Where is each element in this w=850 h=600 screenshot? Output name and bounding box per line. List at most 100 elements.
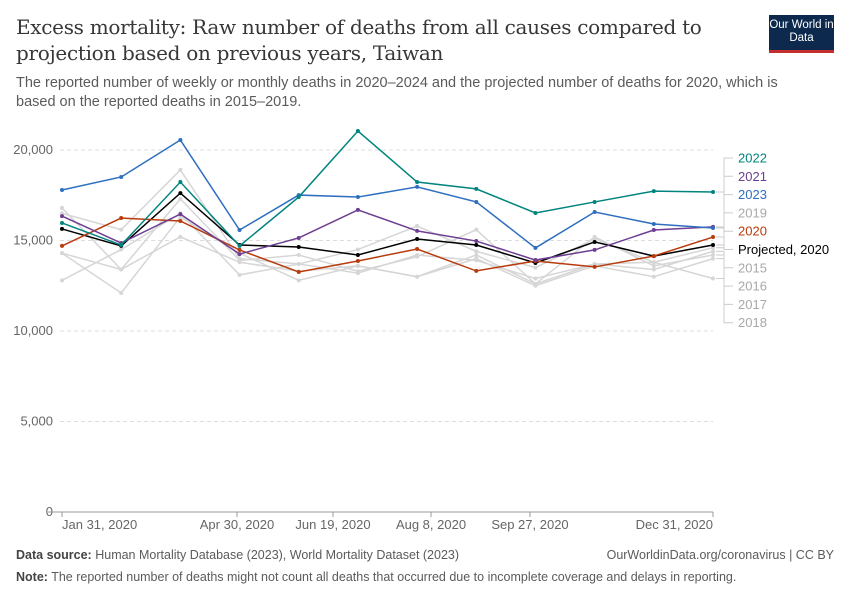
data-point	[592, 262, 597, 267]
data-point	[415, 180, 420, 185]
legend-connector	[716, 157, 733, 193]
x-tick-label: Jun 19, 2020	[295, 517, 370, 532]
data-point	[60, 251, 64, 256]
series-line	[61, 139, 714, 249]
data-point	[474, 199, 479, 204]
data-point	[651, 189, 656, 194]
legend-connector	[716, 230, 733, 238]
data-point	[296, 278, 301, 283]
note: Note: The reported number of deaths migh…	[16, 570, 736, 584]
legend-label: 2017	[738, 297, 767, 312]
data-point	[178, 191, 183, 196]
series-2023	[60, 138, 715, 250]
data-point	[711, 252, 715, 257]
data-point	[60, 278, 64, 283]
data-point	[415, 237, 420, 242]
data-point	[296, 262, 301, 267]
data-point	[592, 239, 597, 244]
data-point	[415, 274, 420, 279]
data-point	[415, 247, 420, 252]
data-point	[711, 226, 715, 231]
series-2019	[60, 167, 715, 270]
data-point	[296, 269, 301, 274]
series-line	[61, 129, 714, 247]
series-2022	[60, 128, 715, 248]
data-point	[237, 228, 242, 233]
data-point	[60, 188, 64, 193]
x-tick-label: Jan 31, 2020	[62, 517, 137, 532]
x-tick-label: Apr 30, 2020	[200, 517, 274, 532]
data-point	[474, 249, 479, 254]
source-url[interactable]: OurWorldinData.org/coronavirus | CC BY	[606, 548, 834, 562]
legend-connector	[716, 194, 733, 229]
data-point	[296, 245, 301, 250]
legend-label: Projected, 2020	[738, 242, 829, 257]
data-point	[355, 207, 360, 212]
data-point	[119, 290, 124, 295]
data-point	[296, 235, 301, 240]
data-point	[533, 283, 538, 288]
legend-label: 2021	[738, 169, 767, 184]
data-point	[592, 236, 597, 241]
legend-label: 2023	[738, 187, 767, 202]
data-point	[711, 256, 715, 261]
data-source: Data source: Human Mortality Database (2…	[16, 548, 459, 562]
data-point	[119, 243, 124, 248]
series-line	[61, 209, 714, 261]
data-point	[237, 247, 242, 252]
legend-label: 2016	[738, 279, 767, 294]
chart-title: Excess mortality: Raw number of deaths f…	[16, 15, 702, 65]
data-point	[711, 235, 715, 240]
data-point	[237, 243, 242, 248]
legend-connector	[716, 278, 733, 324]
note-label: Note:	[16, 570, 48, 584]
note-text: The reported number of deaths might not …	[51, 570, 737, 584]
data-point	[533, 210, 538, 215]
data-point	[711, 276, 715, 281]
data-point	[237, 256, 242, 261]
data-point	[355, 258, 360, 263]
data-point	[60, 205, 64, 210]
series-2021	[60, 207, 715, 263]
y-tick-label: 5,000	[20, 414, 53, 429]
data-point	[119, 227, 124, 232]
data-point	[651, 228, 656, 233]
series-line	[61, 217, 714, 273]
owid-logo[interactable]: Our World in Data	[769, 15, 834, 53]
data-point	[178, 138, 183, 143]
y-tick-label: 20,000	[13, 142, 53, 157]
data-point	[60, 214, 64, 219]
y-tick-label: 15,000	[13, 233, 53, 248]
data-point	[474, 268, 479, 273]
data-point	[237, 272, 242, 277]
data-point	[119, 247, 124, 252]
data-point	[651, 260, 656, 265]
data-point	[711, 189, 715, 194]
data-point	[474, 227, 479, 232]
data-point	[415, 252, 420, 257]
legend-label: 2019	[738, 205, 767, 220]
data-point	[355, 128, 360, 133]
x-tick-label: Sep 27, 2020	[491, 517, 568, 532]
data-point	[296, 252, 301, 257]
data-point	[533, 276, 538, 281]
data-point	[178, 234, 183, 239]
data-point	[119, 267, 124, 272]
data-point	[415, 224, 420, 229]
data-point	[592, 199, 597, 204]
data-point	[592, 247, 597, 252]
chart-subtitle: The reported number of weekly or monthly…	[16, 75, 778, 110]
data-point	[474, 186, 479, 191]
data-point	[651, 222, 656, 227]
data-point	[651, 267, 656, 272]
data-point	[237, 252, 242, 257]
data-point	[651, 263, 656, 268]
data-point	[533, 265, 538, 270]
source-text[interactable]: Human Mortality Database (2023), World M…	[95, 548, 460, 562]
data-point	[60, 243, 64, 248]
legend-connector	[716, 244, 733, 250]
data-point	[651, 274, 656, 279]
data-point	[711, 249, 715, 254]
x-tick-label: Aug 8, 2020	[396, 517, 466, 532]
